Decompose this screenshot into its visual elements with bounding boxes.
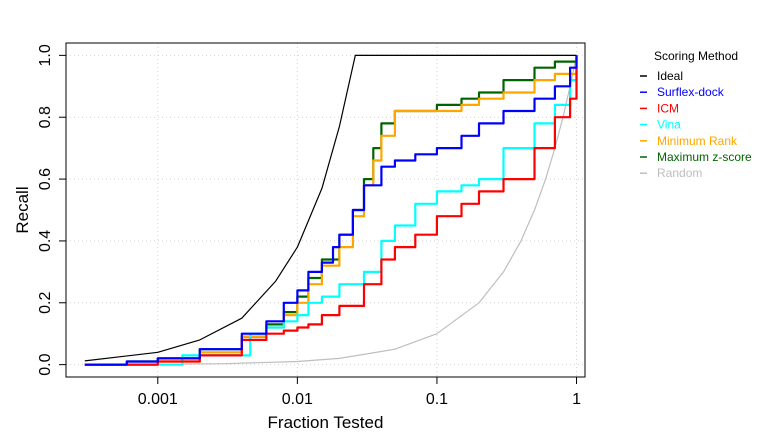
legend-label: Ideal — [657, 69, 683, 83]
x-tick-label: 0.1 — [426, 391, 448, 408]
y-tick-label: 0.2 — [37, 292, 54, 314]
series-line-maximum-z-score — [84, 55, 578, 366]
y-tick-label: 1.0 — [37, 44, 54, 66]
legend-label: Minimum Rank — [657, 134, 738, 148]
x-tick-label: 1 — [572, 391, 581, 408]
x-tick-label: 0.001 — [138, 391, 178, 408]
legend-label: Vina — [657, 118, 681, 132]
plot-frame — [65, 42, 586, 378]
y-tick-label: 0.6 — [37, 168, 54, 190]
y-tick-label: 0.0 — [37, 353, 54, 375]
y-axis: 0.0 0.2 0.4 0.6 0.8 1.0 — [37, 44, 66, 376]
legend-label: Random — [657, 166, 702, 180]
series-lines — [84, 54, 578, 366]
series-line-ideal — [84, 54, 577, 362]
y-tick-label: 0.8 — [37, 106, 54, 128]
x-axis-title: Fraction Tested — [268, 413, 384, 432]
series-line-vina — [84, 55, 578, 366]
series-line-surflex-dock — [84, 55, 578, 366]
x-tick-label: 0.01 — [282, 391, 313, 408]
legend-label: ICM — [657, 101, 679, 115]
y-axis-title: Recall — [13, 186, 32, 233]
series-line-icm — [84, 67, 578, 366]
series-line-minimum-rank — [84, 55, 578, 366]
legend-label: Maximum z-score — [657, 150, 752, 164]
series-line-random — [84, 55, 578, 366]
x-axis: 0.001 0.01 0.1 1 — [138, 377, 581, 408]
legend: Scoring Method Ideal Surflex-dock ICM Vina M… — [640, 49, 752, 180]
legend-title: Scoring Method — [654, 49, 738, 63]
legend-label: Surflex-dock — [657, 85, 725, 99]
y-tick-label: 0.4 — [37, 230, 54, 252]
